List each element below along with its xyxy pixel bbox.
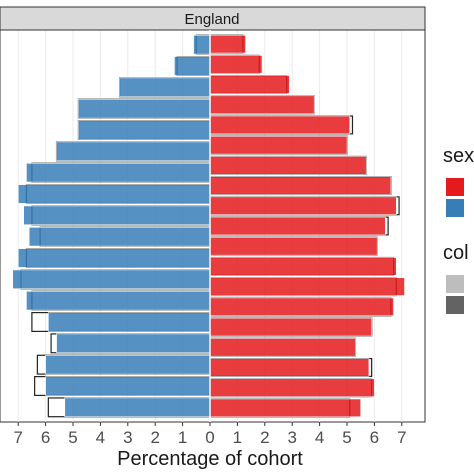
bar: [209, 55, 263, 74]
bar: [209, 277, 405, 296]
x-tick-label: 4: [315, 428, 324, 447]
bar: [56, 333, 211, 354]
legend-key-col-dark: [446, 296, 464, 314]
legend-key-sex-blue: [446, 199, 464, 217]
bars-group: [12, 30, 405, 422]
bar: [78, 120, 211, 140]
x-tick-label: 7: [397, 428, 406, 447]
x-tick-label: 1: [233, 428, 242, 447]
x-tick-label: 6: [370, 428, 379, 447]
bar: [209, 358, 370, 377]
bar: [17, 248, 211, 268]
bar: [48, 312, 211, 332]
bar: [209, 378, 375, 397]
x-tick-label: 5: [342, 428, 351, 447]
bar: [209, 216, 386, 236]
bar: [17, 184, 211, 204]
x-axis-title: Percentage of cohort: [117, 448, 303, 470]
bar: [26, 290, 211, 311]
bar: [209, 34, 246, 54]
bar: [209, 196, 397, 215]
bar: [209, 257, 397, 276]
legend-key-sex-red: [446, 178, 464, 196]
bar: [119, 77, 211, 98]
x-tick-label: 2: [260, 428, 269, 447]
x-tick-label: 3: [123, 428, 132, 447]
bar: [209, 176, 392, 195]
legend-key-col-light: [446, 275, 464, 293]
x-tick-label: 0: [205, 428, 214, 447]
bar: [23, 205, 211, 226]
bar: [209, 75, 290, 94]
x-tick-label: 5: [68, 428, 77, 447]
legend-title-sex: sex: [443, 145, 474, 167]
bar: [209, 398, 361, 418]
bar: [209, 135, 348, 155]
bar: [209, 115, 351, 135]
bar: [78, 98, 211, 119]
bar: [209, 297, 394, 317]
facet-strip: [0, 6, 426, 31]
x-tick-label: 6: [41, 428, 50, 447]
legend-title-col: col: [443, 242, 469, 264]
bar: [193, 34, 211, 55]
x-tick-label: 3: [287, 428, 296, 447]
bar: [45, 354, 211, 375]
bar: [209, 338, 356, 357]
bar: [45, 376, 211, 396]
bar: [209, 317, 372, 337]
x-tick-label: 1: [178, 428, 187, 447]
bar: [56, 141, 211, 162]
bar: [174, 56, 211, 76]
bar: [209, 237, 378, 256]
x-tick-label: 7: [13, 428, 22, 447]
bar: [26, 162, 211, 183]
facet-strip-label: England: [184, 11, 239, 28]
x-tick-label: 2: [150, 428, 159, 447]
x-tick-label: 4: [96, 428, 105, 447]
bar: [209, 95, 315, 114]
bar: [209, 156, 367, 175]
bar: [12, 269, 211, 290]
bar: [64, 397, 211, 418]
bar: [28, 226, 211, 247]
